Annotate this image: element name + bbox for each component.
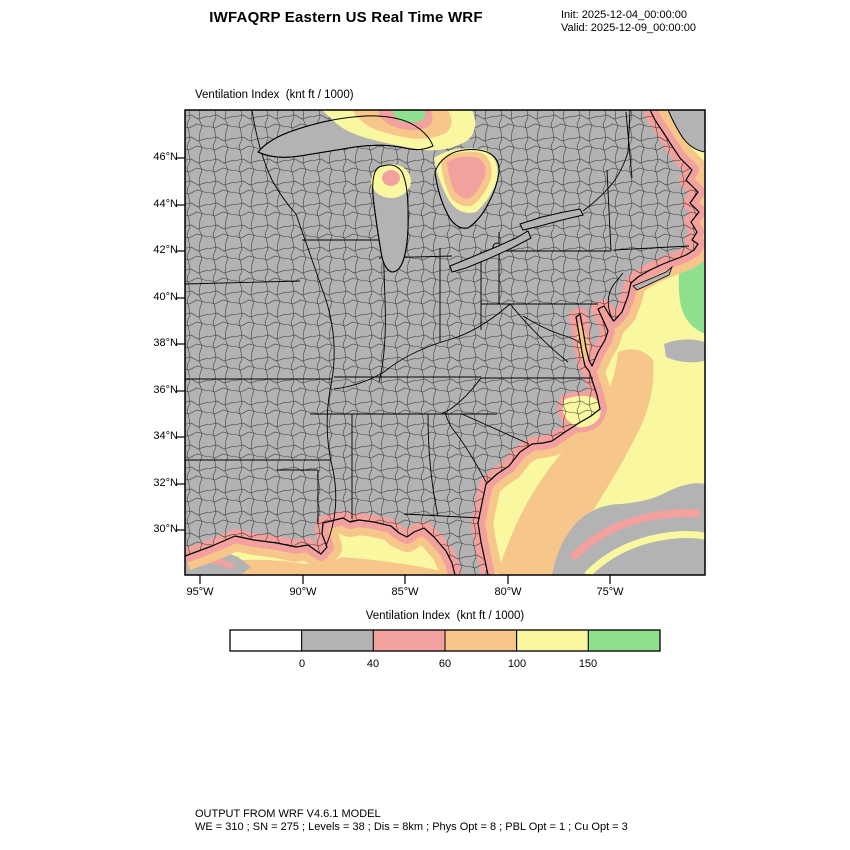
map-frame xyxy=(184,109,706,576)
lon-label-75w: 75°W xyxy=(596,586,624,598)
lat-label-38n: 38°N xyxy=(153,337,178,349)
lat-label-44n: 44°N xyxy=(153,198,178,210)
lake-ontario xyxy=(519,208,584,231)
canada-corner xyxy=(667,110,705,153)
lat-label-34n: 34°N xyxy=(153,430,178,442)
lon-label-80w: 80°W xyxy=(494,586,522,598)
lat-label-46n: 46°N xyxy=(153,151,178,163)
colorbar-border xyxy=(229,629,661,652)
lat-label-32n: 32°N xyxy=(153,477,178,489)
colorbar-level-60: 60 xyxy=(438,658,452,670)
init-time: Init: 2025-12-04_00:00:00 xyxy=(561,9,687,21)
colorbar xyxy=(229,629,661,652)
colorbar-level-150: 150 xyxy=(578,658,598,670)
lat-label-30n: 30°N xyxy=(153,523,178,535)
colorbar-cell-tan xyxy=(444,629,518,652)
footer-model-line: OUTPUT FROM WRF V4.6.1 MODEL xyxy=(195,808,381,820)
long-island xyxy=(632,265,673,291)
great-lakes xyxy=(257,115,584,273)
page-title: IWFAQRP Eastern US Real Time WRF xyxy=(209,9,483,26)
latitude-ticks xyxy=(176,157,185,531)
colorbar-level-40: 40 xyxy=(366,658,380,670)
footer-config-line: WE = 310 ; SN = 275 ; Levels = 38 ; Dis … xyxy=(195,821,628,833)
lat-label-42n: 42°N xyxy=(153,244,178,256)
colorbar-cell-pink xyxy=(372,629,446,652)
colorbar-cell-yellow xyxy=(516,629,589,652)
lon-label-95w: 95°W xyxy=(186,586,214,598)
lon-label-90w: 90°W xyxy=(289,586,317,598)
colorbar-level-0: 0 xyxy=(298,658,306,670)
lake-erie xyxy=(449,230,532,273)
colorbar-level-100: 100 xyxy=(507,658,527,670)
map-canvas xyxy=(185,110,705,575)
field-label: Ventilation Index (knt ft / 1000) xyxy=(195,89,354,101)
longitude-ticks xyxy=(199,575,611,584)
colorbar-cell-white xyxy=(229,629,303,652)
colorbar-title: Ventilation Index (knt ft / 1000) xyxy=(365,610,525,622)
lakes-vi-plume xyxy=(322,110,498,213)
valid-time: Valid: 2025-12-09_00:00:00 xyxy=(561,22,696,34)
lat-label-36n: 36°N xyxy=(153,384,178,396)
lat-label-40n: 40°N xyxy=(153,291,178,303)
colorbar-cell-green xyxy=(587,629,661,652)
colorbar-cell-gray xyxy=(301,629,374,652)
lon-label-85w: 85°W xyxy=(391,586,419,598)
